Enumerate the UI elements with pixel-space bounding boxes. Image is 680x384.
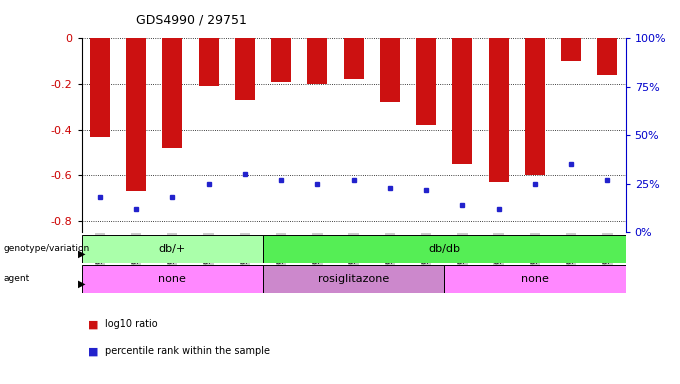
Bar bbox=[90, 38, 109, 136]
Text: log10 ratio: log10 ratio bbox=[105, 319, 158, 329]
Text: rosiglitazone: rosiglitazone bbox=[318, 274, 389, 284]
Bar bbox=[235, 38, 255, 100]
Bar bbox=[126, 38, 146, 191]
Bar bbox=[163, 38, 182, 148]
Bar bbox=[444, 265, 626, 293]
Bar bbox=[452, 38, 473, 164]
Bar bbox=[271, 38, 291, 82]
Text: none: none bbox=[158, 274, 186, 284]
Bar bbox=[343, 38, 364, 79]
Bar bbox=[416, 38, 436, 125]
Text: GDS4990 / 29751: GDS4990 / 29751 bbox=[136, 13, 247, 26]
Text: genotype/variation: genotype/variation bbox=[3, 244, 90, 253]
Bar bbox=[263, 265, 444, 293]
Text: none: none bbox=[521, 274, 549, 284]
Bar bbox=[199, 38, 218, 86]
Text: agent: agent bbox=[3, 274, 30, 283]
Text: db/db: db/db bbox=[428, 244, 460, 254]
Bar bbox=[82, 235, 263, 263]
Text: ■: ■ bbox=[88, 346, 99, 356]
Bar bbox=[561, 38, 581, 61]
Text: ▶: ▶ bbox=[78, 279, 86, 289]
Bar bbox=[380, 38, 400, 102]
Bar bbox=[263, 235, 626, 263]
Bar bbox=[489, 38, 509, 182]
Text: db/+: db/+ bbox=[158, 244, 186, 254]
Text: ▶: ▶ bbox=[78, 249, 86, 259]
Text: ■: ■ bbox=[88, 319, 99, 329]
Bar bbox=[82, 265, 263, 293]
Bar bbox=[598, 38, 617, 75]
Text: percentile rank within the sample: percentile rank within the sample bbox=[105, 346, 271, 356]
Bar bbox=[525, 38, 545, 175]
Bar bbox=[307, 38, 327, 84]
